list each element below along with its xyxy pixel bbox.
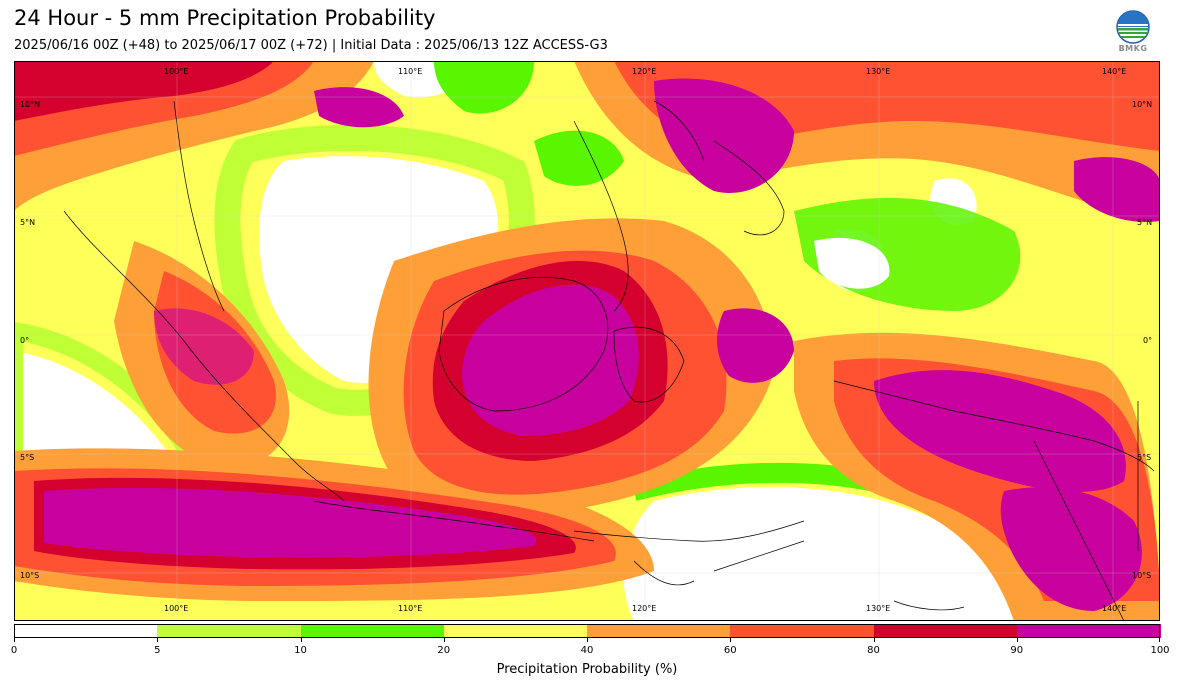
lat-tick-left-5n: 5°N [20,218,36,227]
lat-tick-right-0: 0° [1143,336,1153,345]
lon-tick-top-100: 100°E [164,67,189,76]
colorbar-tick-mark [300,638,302,642]
colorbar-segment [14,624,158,638]
colorbar-tick-mark [873,638,875,642]
lon-tick-top-130: 130°E [866,67,891,76]
lat-tick-right-5s: 5°S [1137,453,1152,462]
colorbar-segment [873,624,1018,638]
map-subtitle: 2025/06/16 00Z (+48) to 2025/06/17 00Z (… [14,38,608,53]
lat-tick-right-5n: 5°N [1137,218,1153,227]
colorbar-tick-label: 80 [867,645,880,656]
logo-text: BMKG [1118,44,1148,53]
lon-tick-bottom-130: 130°E [866,604,891,613]
colorbar-segment [443,624,588,638]
colorbar-tick-label: 5 [154,645,161,656]
lon-tick-bottom-140: 140°E [1102,604,1127,613]
colorbar-tick-mark [443,638,445,642]
colorbar-tick-mark [587,638,588,642]
colorbar-segment [730,624,875,638]
lon-tick-top-110: 110°E [398,67,423,76]
colorbar-segment [1016,624,1161,638]
lon-tick-bottom-110: 110°E [398,604,423,613]
lon-tick-bottom-120: 120°E [632,604,657,613]
lat-tick-right-10n: 10°N [1132,100,1153,109]
map-canvas [14,61,1160,621]
lat-tick-left-10s: 10°S [20,571,40,580]
colorbar-tick-mark [1159,638,1160,642]
colorbar-tick-mark [157,638,159,642]
colorbar-tick-label: 40 [580,645,594,656]
map-title: 24 Hour - 5 mm Precipitation Probability [14,6,436,30]
colorbar [14,624,1161,638]
colorbar-tick-mark [1016,638,1018,642]
colorbar-segment [300,624,445,638]
lon-tick-bottom-100: 100°E [164,604,189,613]
colorbar-tick-label: 20 [437,645,451,656]
colorbar-segment [587,624,731,638]
lat-tick-right-10s: 10°S [1132,571,1152,580]
lat-tick-left-10n: 10°N [20,100,41,109]
colorbar-tick-label: 0 [10,645,18,656]
lon-tick-top-140: 140°E [1102,67,1127,76]
colorbar-segment [157,624,302,638]
colorbar-tick-label: 10 [294,645,307,656]
bmkg-logo-icon [1116,10,1150,44]
colorbar-tick-label: 100 [1150,645,1170,656]
colorbar-tick-label: 60 [723,645,737,656]
lat-tick-left-5s: 5°S [20,453,35,462]
colorbar-tick-label: 90 [1010,645,1024,656]
colorbar-tick-mark [14,638,15,642]
lat-tick-left-0: 0° [20,336,30,345]
lon-tick-top-120: 120°E [632,67,657,76]
precipitation-map: 100°E 110°E 120°E 130°E 140°E 100°E 110°… [14,61,1160,621]
colorbar-label: Precipitation Probability (%) [496,662,678,677]
colorbar-tick-mark [730,638,732,642]
